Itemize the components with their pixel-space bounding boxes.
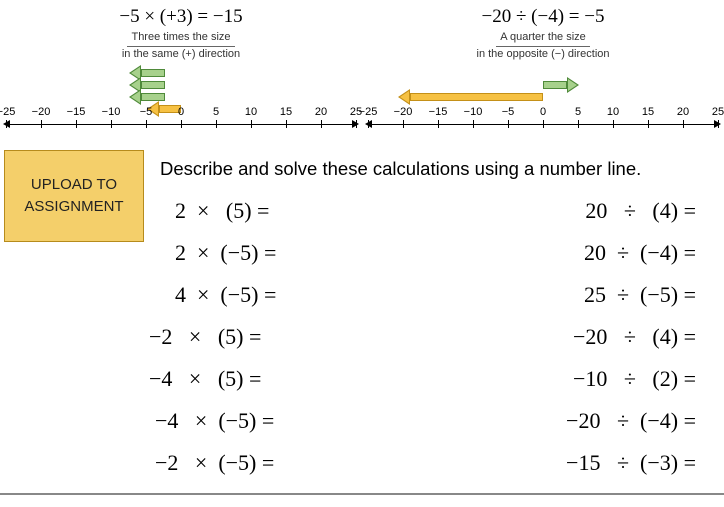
- problems-col-div: 20 ÷ (4) =20 ÷ (−4) =25 ÷ (−5) =−20 ÷ (4…: [435, 190, 724, 484]
- yellow-arrow-icon: [398, 92, 543, 102]
- tick-label: −20: [394, 106, 413, 118]
- problem-mult: 2 × (5) =: [145, 190, 435, 232]
- green-arrow-icon: [543, 80, 579, 90]
- tick-label: 15: [280, 106, 292, 118]
- upload-button[interactable]: UPLOAD TO ASSIGNMENT: [4, 150, 144, 242]
- example-1-subtext: Three times the size in the same (+) dir…: [0, 30, 362, 62]
- tick-label: −10: [102, 106, 121, 118]
- problems-col-mult: 2 × (5) =2 × (−5) =4 × (−5) =−2 × (5) =−…: [145, 190, 435, 484]
- upload-label: UPLOAD TO ASSIGNMENT: [24, 174, 123, 219]
- problem-div: −10 ÷ (2) =: [435, 358, 724, 400]
- tick-label: 0: [178, 106, 184, 118]
- tick-label: 5: [213, 106, 219, 118]
- tick-label: −15: [429, 106, 448, 118]
- problems-grid: 2 × (5) =2 × (−5) =4 × (−5) =−2 × (5) =−…: [145, 190, 724, 484]
- tick-label: −5: [140, 106, 153, 118]
- problem-div: −20 ÷ (−4) =: [435, 400, 724, 442]
- problem-mult: −4 × (5) =: [145, 358, 435, 400]
- problem-div: 20 ÷ (4) =: [435, 190, 724, 232]
- tick-label: 15: [642, 106, 654, 118]
- problem-mult: −4 × (−5) =: [145, 400, 435, 442]
- tick-label: 10: [245, 106, 257, 118]
- tick-label: −25: [359, 106, 378, 118]
- tick-label: −5: [502, 106, 515, 118]
- example-1: −5 × (+3) = −15 Three times the size in …: [0, 0, 362, 150]
- tick-label: 25: [712, 106, 724, 118]
- example-1-equation: −5 × (+3) = −15: [0, 6, 362, 28]
- tick-label: 20: [677, 106, 689, 118]
- example-2: −20 ÷ (−4) = −5 A quarter the size in th…: [362, 0, 724, 150]
- tick-label: −20: [32, 106, 51, 118]
- problem-mult: −2 × (5) =: [145, 316, 435, 358]
- example-2-subtext: A quarter the size in the opposite (−) d…: [362, 30, 724, 62]
- tick-label: 5: [575, 106, 581, 118]
- instruction-text: Describe and solve these calculations us…: [160, 158, 724, 180]
- tick-label: 20: [315, 106, 327, 118]
- example-2-numberline: −25−20−15−10−50510152025: [368, 114, 718, 144]
- tick-label: −25: [0, 106, 15, 118]
- problem-mult: 4 × (−5) =: [145, 274, 435, 316]
- tick-label: 10: [607, 106, 619, 118]
- example-1-numberline: −25−20−15−10−50510152025: [6, 114, 356, 144]
- tick-label: 0: [540, 106, 546, 118]
- problem-div: 20 ÷ (−4) =: [435, 232, 724, 274]
- problem-div: −15 ÷ (−3) =: [435, 442, 724, 484]
- problem-mult: −2 × (−5) =: [145, 442, 435, 484]
- tick-label: −10: [464, 106, 483, 118]
- problem-div: −20 ÷ (4) =: [435, 316, 724, 358]
- problem-div: 25 ÷ (−5) =: [435, 274, 724, 316]
- problem-mult: 2 × (−5) =: [145, 232, 435, 274]
- worksheet-section: UPLOAD TO ASSIGNMENT Describe and solve …: [0, 150, 724, 495]
- examples-row: −5 × (+3) = −15 Three times the size in …: [0, 0, 724, 150]
- tick-label: −15: [67, 106, 86, 118]
- example-2-equation: −20 ÷ (−4) = −5: [362, 6, 724, 28]
